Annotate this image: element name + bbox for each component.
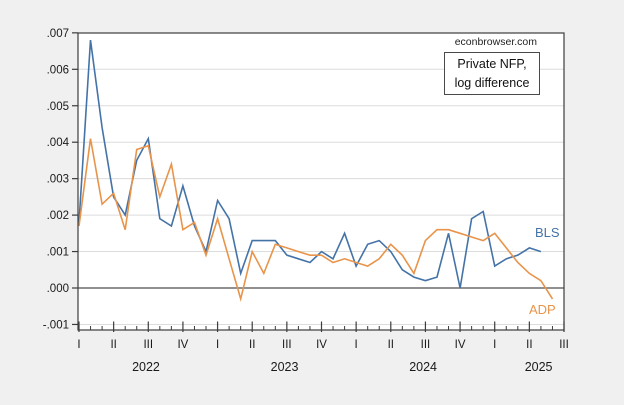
quarter-tick-label: II xyxy=(249,339,255,351)
year-label: 2025 xyxy=(525,360,553,374)
quarter-tick-label: III xyxy=(143,339,153,351)
year-label: 2024 xyxy=(409,360,437,374)
y-tick-label: .000 xyxy=(47,283,69,295)
quarter-tick-label: I xyxy=(355,339,358,351)
quarter-tick-label: IV xyxy=(177,339,188,351)
x-axis-major-ticks: I II III IV I II III IV I II III IV I II III xyxy=(77,321,569,351)
y-tick-label: .007 xyxy=(47,28,69,40)
y-tick-label: .006 xyxy=(47,64,69,76)
quarter-tick-label: II xyxy=(110,339,116,351)
y-tick-label: .002 xyxy=(47,210,69,222)
quarter-tick-label: I xyxy=(493,339,496,351)
annotation-line1: Private NFP, xyxy=(457,57,527,71)
quarter-tick-label: I xyxy=(77,339,80,351)
year-label: 2023 xyxy=(271,360,299,374)
bls-line xyxy=(78,39,542,289)
adp-series-label: ADP xyxy=(529,302,556,317)
y-tick-label: .003 xyxy=(47,174,69,186)
y-tick-label: -.001 xyxy=(43,319,69,331)
bls-series-label: BLS xyxy=(535,225,560,240)
quarter-tick-label: III xyxy=(421,339,431,351)
quarter-tick-label: II xyxy=(526,339,532,351)
quarter-tick-label: III xyxy=(282,339,292,351)
x-axis-year-labels: 2022 2023 2024 2025 xyxy=(132,360,552,374)
watermark: econbrowser.com xyxy=(454,36,537,48)
year-label: 2022 xyxy=(132,360,160,374)
annotation-box: Private NFP, log difference xyxy=(444,52,540,95)
x-axis-minor-ticks xyxy=(90,326,553,330)
y-tick-label: .004 xyxy=(47,137,70,149)
quarter-tick-label: I xyxy=(216,339,219,351)
y-axis-ticks: .007 .006 .005 .004 .003 .002 .001 .000 -.001 xyxy=(43,28,78,331)
y-tick-label: .005 xyxy=(47,101,69,113)
quarter-tick-label: III xyxy=(559,339,569,351)
quarter-tick-label: IV xyxy=(316,339,327,351)
annotation-line2: log difference xyxy=(454,76,530,90)
y-tick-label: .001 xyxy=(47,247,69,259)
adp-line xyxy=(78,138,554,303)
quarter-tick-label: II xyxy=(388,339,394,351)
quarter-tick-label: IV xyxy=(455,339,466,351)
